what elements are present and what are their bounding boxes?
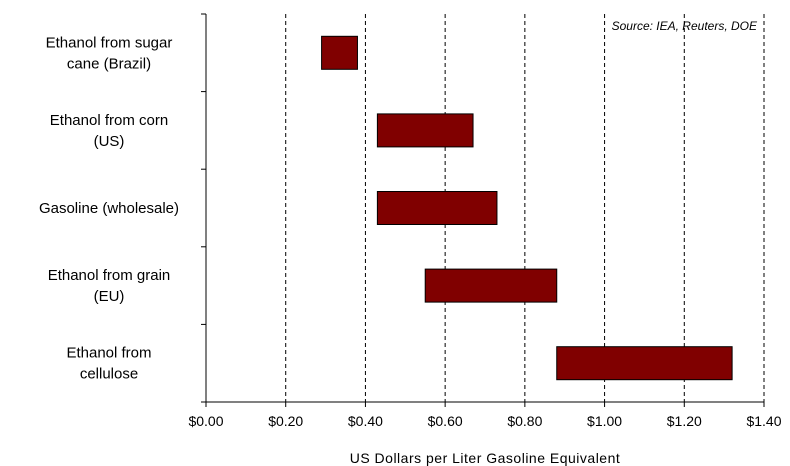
x-tick-label: $1.40	[746, 413, 781, 429]
category-label: Ethanol from sugar cane (Brazil)	[46, 34, 173, 72]
category-label-line: cellulose	[80, 366, 138, 383]
x-tick-label: $0.60	[428, 413, 463, 429]
x-tick-label: $0.00	[188, 413, 223, 429]
category-label-line: (EU)	[94, 288, 125, 305]
x-tick-label: $0.80	[507, 413, 542, 429]
range-bar	[377, 114, 473, 147]
category-label-line: Ethanol from	[66, 345, 151, 362]
x-tick-label: $1.20	[667, 413, 702, 429]
source-annotation: Source: IEA, Reuters, DOE	[612, 19, 758, 33]
y-axis	[201, 14, 206, 402]
x-axis: $0.00 $0.20 $0.40 $0.60 $0.80 $1.00 $1.20 $1.40	[188, 402, 781, 429]
category-label: Gasoline (wholesale)	[39, 200, 179, 217]
category-label: Ethanol from corn (US)	[50, 112, 168, 150]
range-bar	[557, 347, 732, 380]
x-tick-label: $0.20	[268, 413, 303, 429]
category-labels: Ethanol from sugar cane (Brazil)Ethanol f…	[39, 34, 179, 382]
category-label: Ethanol from grain (EU)	[48, 267, 171, 305]
x-tick-label: $0.40	[348, 413, 383, 429]
category-label: Ethanol from cellulose	[66, 345, 151, 383]
category-label-line: Ethanol from corn	[50, 112, 168, 129]
category-label-line: Ethanol from grain	[48, 267, 171, 284]
gridlines	[286, 14, 764, 402]
range-bar	[377, 192, 497, 225]
category-label-line: (US)	[94, 133, 125, 150]
x-axis-title: US Dollars per Liter Gasoline Equivalent	[350, 450, 621, 466]
range-bar	[425, 269, 557, 302]
category-label-line: Gasoline (wholesale)	[39, 200, 179, 217]
bars	[322, 36, 733, 379]
x-tick-label: $1.00	[587, 413, 622, 429]
range-bar	[322, 36, 358, 69]
category-label-line: Ethanol from sugar	[46, 34, 173, 51]
category-label-line: cane (Brazil)	[67, 55, 151, 72]
